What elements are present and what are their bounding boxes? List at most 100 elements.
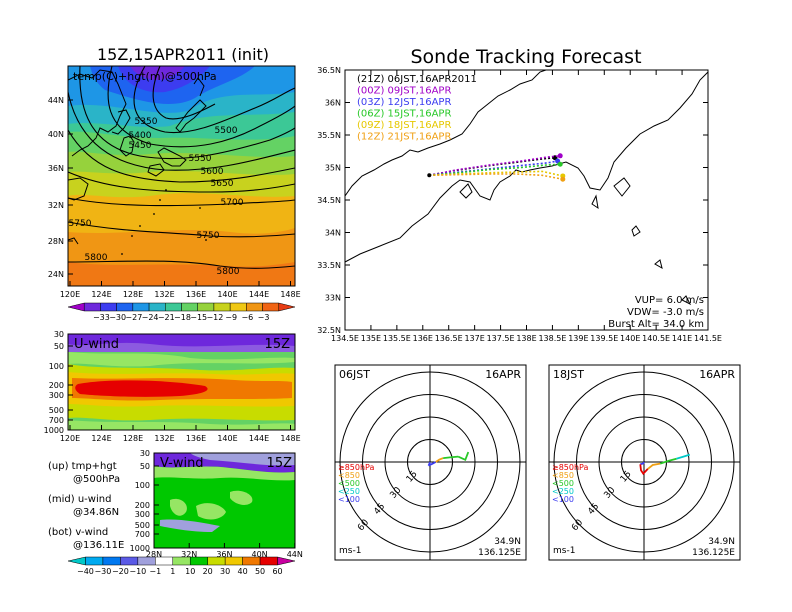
hodograph-segment — [640, 461, 645, 466]
map-lat-tick: 24N — [48, 270, 64, 279]
wind-colorbar-label: 40 — [238, 567, 248, 576]
u-lon-tick: 132E — [154, 434, 174, 443]
map-lon-tick: 136E — [186, 290, 206, 299]
v-lat-tick: 28N — [146, 550, 162, 559]
burst-point — [560, 176, 566, 182]
track-lat-tick: 34N — [325, 229, 341, 238]
pressure-legend-entry: <250 — [338, 487, 360, 496]
track-lon-tick: 137.5E — [487, 334, 515, 343]
colorbar-label: −15 — [190, 313, 207, 322]
v-wind-label: V-wind — [160, 456, 204, 471]
track-lon-tick: 141E — [672, 334, 692, 343]
wind-colorbar-swatch — [259, 556, 278, 566]
wind-colorbar-swatch — [224, 556, 243, 566]
v-pressure-tick: 200 — [135, 501, 150, 510]
colorbar-swatch — [181, 302, 198, 312]
map-lat-tick: 44N — [48, 96, 64, 105]
track-lon-tick: 137E — [464, 334, 484, 343]
wind-colorbar-label: −10 — [129, 567, 146, 576]
pressure-legend-entry: <850 — [552, 471, 574, 480]
pressure-legend-entry: <250 — [552, 487, 574, 496]
u-pressure-tick: 300 — [49, 391, 64, 400]
track-lat-tick: 34.5N — [317, 196, 341, 205]
u-pressure-tick: 1000 — [44, 426, 64, 435]
colorbar-label: −3 — [258, 313, 270, 322]
v-pressure-tick: 500 — [135, 521, 150, 530]
u-wind-time: 15Z — [265, 337, 291, 352]
colorbar-label: −27 — [125, 313, 142, 322]
u-pressure-tick: 200 — [49, 381, 64, 390]
wind-colorbar-label: 50 — [255, 567, 265, 576]
track-lat-tick: 32.5N — [317, 326, 341, 335]
burst-point — [557, 161, 563, 167]
hodograph-segment — [428, 461, 437, 467]
map-lon-tick: 128E — [123, 290, 143, 299]
note-bot-line1: (bot) v-wind — [48, 527, 108, 538]
polar-lon: 136.125E — [478, 548, 521, 558]
pressure-legend-entry: <500 — [338, 479, 360, 488]
track-lon-tick: 138.5E — [538, 334, 566, 343]
v-pressure-tick: 1000 — [130, 544, 150, 553]
colorbar-swatch — [116, 302, 134, 312]
track-lon-tick: 140E — [620, 334, 640, 343]
colorbar-label: −33 — [93, 313, 110, 322]
polar-unit: ms-1 — [553, 546, 575, 556]
wind-colorbar-swatch — [137, 556, 156, 566]
map-lon-tick: 144E — [249, 290, 269, 299]
colorbar-swatch — [246, 302, 263, 312]
contour-label: 5400 — [129, 131, 152, 141]
u-pressure-tick: 100 — [49, 362, 64, 371]
map-lon-tick: 124E — [91, 290, 111, 299]
colorbar-swatch — [213, 302, 231, 312]
polar-time: 18JST — [553, 368, 584, 381]
wind-colorbar-swatch — [189, 556, 208, 566]
colorbar-label: −9 — [225, 313, 237, 322]
u-wind-label: U-wind — [74, 337, 119, 352]
colorbar-swatch — [197, 302, 215, 312]
note-mid-line1: (mid) u-wind — [48, 494, 111, 505]
polar-time: 06JST — [339, 368, 370, 381]
map-panel-label: temp(C)+hgt(m)@500hPa — [73, 70, 217, 83]
track-lon-tick: 140.5E — [642, 334, 670, 343]
note-mid-line2: @34.86N — [73, 507, 119, 518]
legend-entry: (00Z) 09JST,16APR — [357, 86, 451, 97]
track-lon-tick: 139.5E — [590, 334, 618, 343]
tracking-title: Sonde Tracking Forecast — [410, 46, 641, 68]
wind-colorbar: −40 −30 −20 −10 −1 1 10 20 30 40 50 60 — [67, 556, 296, 576]
pressure-legend-entry: <100 — [338, 495, 360, 504]
wind-colorbar-swatch — [85, 556, 104, 566]
contour-label: 5750 — [69, 219, 92, 229]
v-pressure-tick: 700 — [135, 530, 150, 539]
polar-date: 16APR — [699, 368, 735, 381]
track-lon-tick: 136E — [413, 334, 433, 343]
sonde-track — [429, 173, 563, 180]
wind-colorbar-swatch — [102, 556, 121, 566]
legend-entry: (12Z) 21JST,16APR — [357, 132, 451, 143]
pressure-legend-entry: <100 — [552, 495, 574, 504]
wind-colorbar-label: 20 — [203, 567, 213, 576]
map-lon-tick: 120E — [60, 290, 80, 299]
colorbar-swatch — [278, 302, 296, 312]
vup-param: VUP= 6.0 m/s — [635, 295, 704, 306]
map-lat-tick: 28N — [48, 237, 64, 246]
hodograph-segment — [639, 464, 649, 476]
hodograph-segment — [647, 462, 661, 470]
map-lon-tick: 132E — [154, 290, 174, 299]
colorbar-label: −21 — [158, 313, 175, 322]
contour-label: 5800 — [85, 253, 108, 263]
colorbar-swatch — [262, 302, 280, 312]
v-lat-tick: 40N — [252, 550, 268, 559]
contour-label: 5600 — [201, 167, 224, 177]
burst-point — [557, 153, 563, 159]
polar-lat: 34.9N — [494, 537, 521, 547]
note-up-line2: @500hPa — [73, 474, 120, 485]
init-title: 15Z,15APR2011 (init) — [97, 45, 269, 64]
legend-entry: (21Z) 06JST,16APR2011 — [357, 74, 477, 85]
u-pressure-tick: 700 — [49, 416, 64, 425]
colorbar-swatch — [132, 302, 150, 312]
colorbar-label: −30 — [109, 313, 126, 322]
wind-colorbar-label: −1 — [149, 567, 161, 576]
v-lat-tick: 32N — [181, 550, 197, 559]
